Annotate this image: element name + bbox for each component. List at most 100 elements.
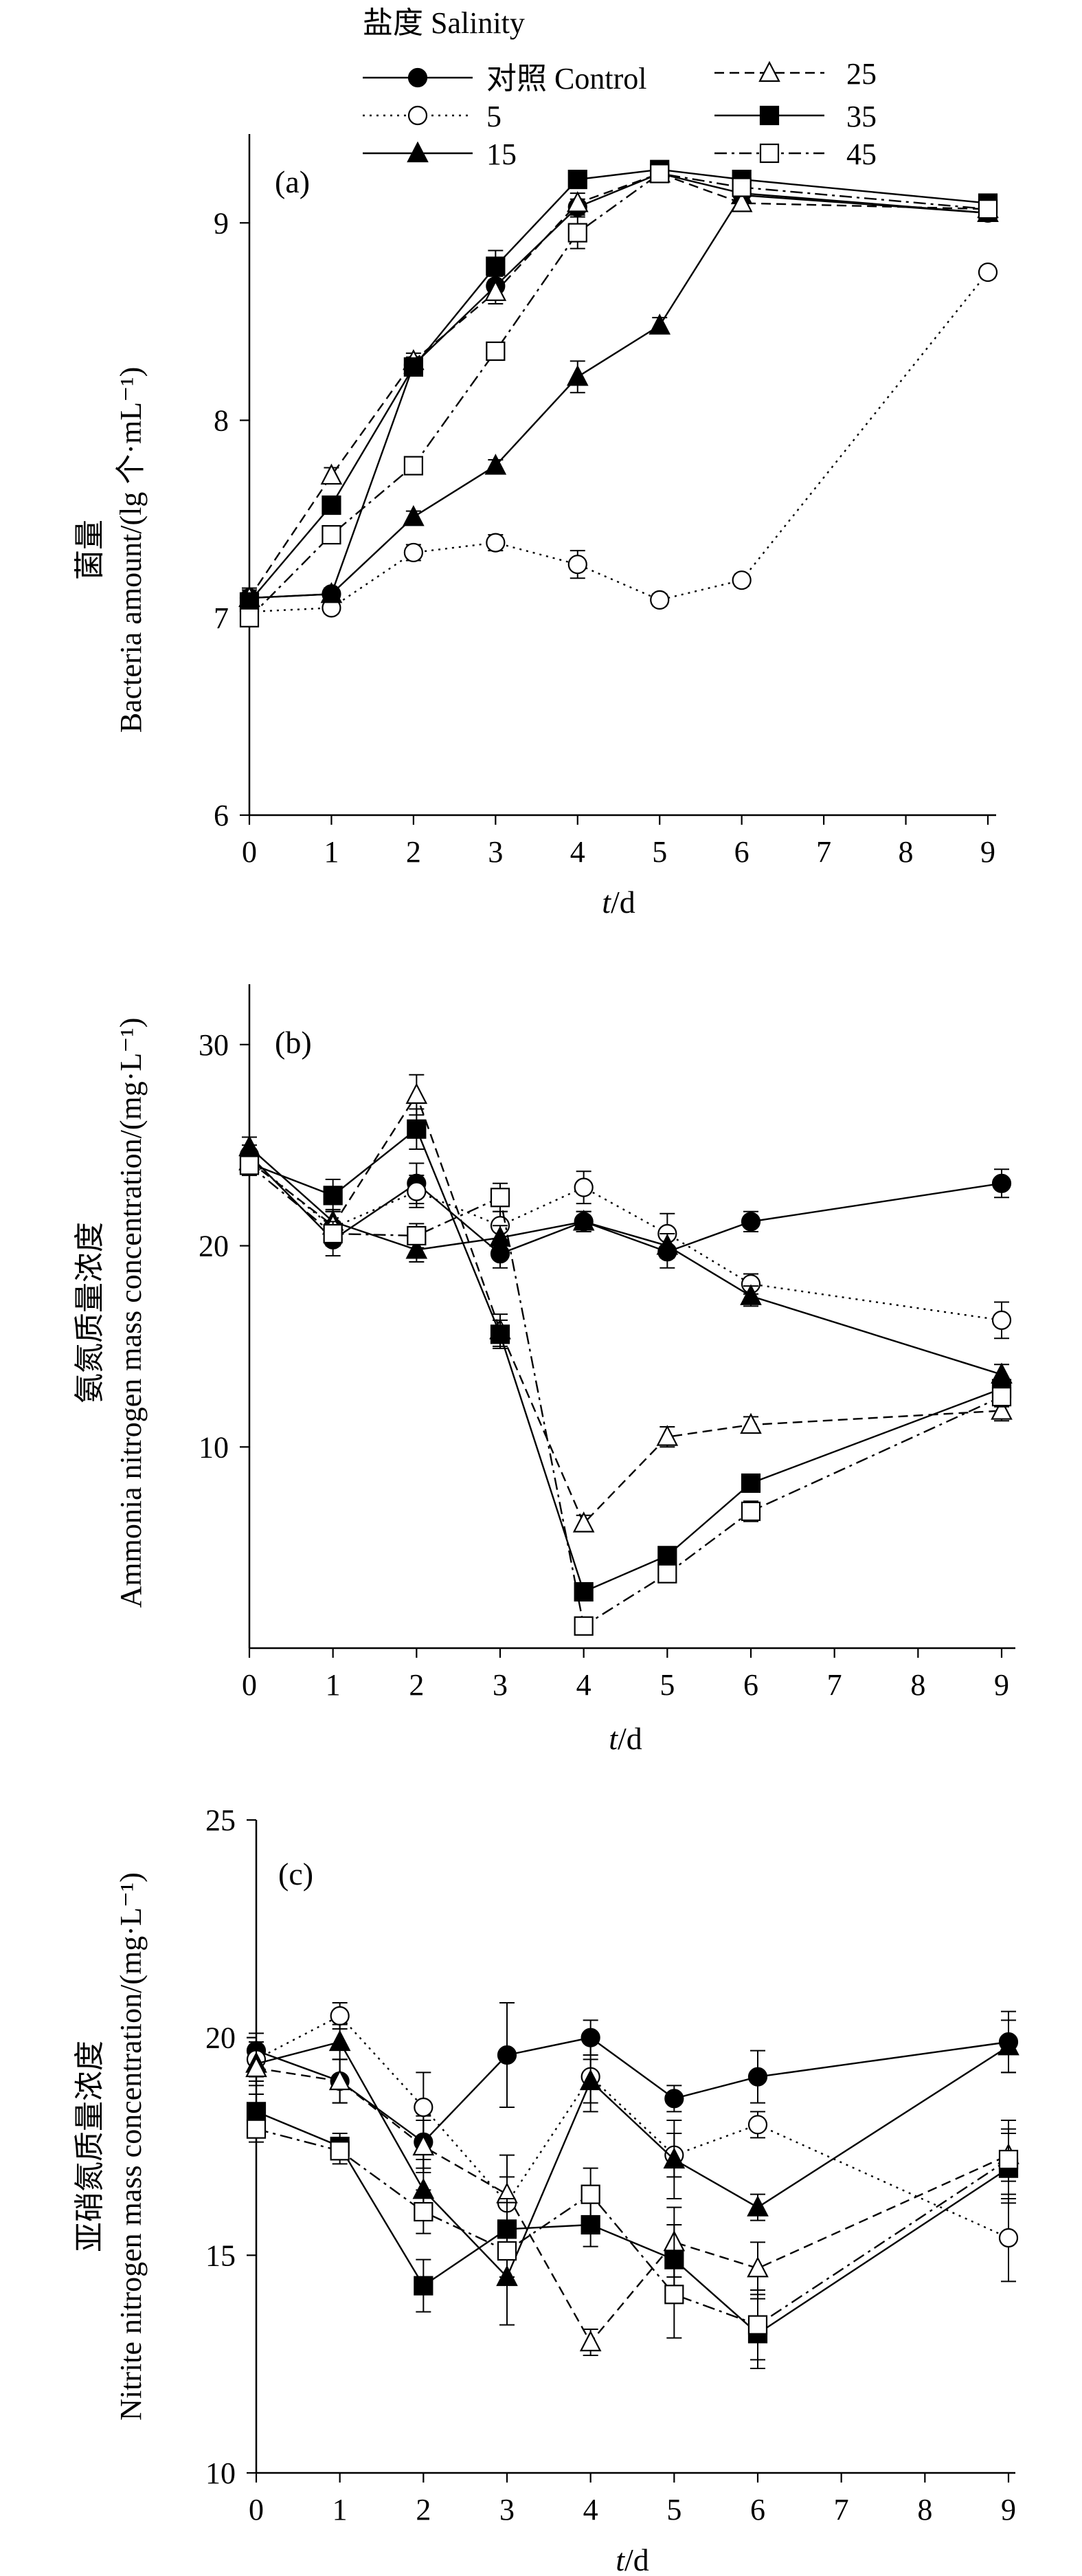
x-tick-label: 7 (834, 2493, 849, 2527)
x-tick-label: 9 (980, 835, 995, 869)
data-point-s45 (486, 341, 506, 362)
x-axis-title-unit: /d (624, 2542, 649, 2576)
data-point-s5 (747, 2115, 768, 2135)
x-tick-label: 3 (488, 835, 503, 869)
data-point-s5 (407, 1181, 427, 1201)
legend-label-s25: 25 (846, 57, 877, 91)
y-tick-label: 25 (205, 1803, 236, 1837)
y-tick-label: 10 (205, 2456, 236, 2490)
legend-marker-s5 (407, 105, 428, 126)
data-point-s15 (747, 2195, 769, 2217)
data-point-s15 (403, 504, 425, 526)
data-point-control (747, 2067, 768, 2087)
y-tick-label: 9 (214, 206, 229, 240)
data-point-s15 (328, 2030, 351, 2052)
data-point-s5 (732, 570, 752, 590)
series-control (246, 2002, 1019, 2169)
legend-label-s35: 35 (846, 100, 877, 133)
data-point-s5 (486, 533, 506, 553)
data-point-s25 (572, 1511, 595, 1533)
series-s35 (239, 159, 998, 612)
y-tick-label: 10 (199, 1430, 229, 1464)
data-point-s15 (405, 1238, 428, 1259)
x-tick-label: 5 (660, 1668, 675, 1702)
legend-label-s45: 45 (846, 137, 877, 171)
series-line-s5 (256, 2014, 1009, 2239)
data-point-s15 (649, 313, 671, 335)
y-axis-title-cn: 氨氮质量浓度 (73, 1222, 106, 1403)
data-point-s35 (490, 1324, 510, 1344)
x-tick-label: 3 (493, 1668, 508, 1702)
data-point-s5 (403, 542, 423, 563)
data-point-control (991, 1173, 1012, 1193)
series-s35 (246, 2094, 1019, 2369)
data-point-s35 (741, 1473, 761, 1494)
legend-label-s15: 15 (486, 137, 517, 171)
data-point-s45 (246, 2119, 267, 2139)
data-point-s15 (740, 1284, 762, 1305)
data-point-s15 (566, 364, 589, 386)
x-tick-label: 7 (827, 1668, 842, 1702)
x-axis-title: t/d (609, 1721, 642, 1756)
legend-marker-s25 (758, 60, 780, 82)
data-point-s45 (323, 1223, 343, 1244)
y-tick-label: 6 (214, 799, 229, 832)
x-tick-label: 0 (249, 2493, 264, 2527)
data-point-s45 (567, 223, 587, 243)
legend-label-control: 对照 Control (486, 62, 646, 96)
data-point-s45 (490, 1188, 510, 1208)
data-point-s15 (579, 2069, 602, 2091)
x-tick-label: 2 (409, 1668, 424, 1702)
panel-label: (b) (275, 1025, 312, 1060)
x-axis-title-variable: t (609, 1721, 618, 1756)
data-point-s45 (650, 164, 670, 184)
x-tick-label: 4 (583, 2493, 598, 2527)
data-point-s5 (991, 1310, 1012, 1330)
x-tick-label: 6 (743, 1668, 758, 1702)
x-tick-label: 2 (406, 835, 421, 869)
data-point-s45 (732, 177, 752, 197)
x-tick-label: 1 (326, 1668, 341, 1702)
y-tick-label: 7 (214, 601, 229, 635)
series-line-s25 (249, 1093, 1002, 1525)
data-point-s35 (414, 2276, 433, 2296)
data-point-s45 (741, 1501, 761, 1522)
series-line-s35 (249, 168, 989, 603)
legend-marker-s45 (759, 143, 780, 164)
data-point-s25 (412, 2134, 435, 2156)
data-point-s45 (239, 1155, 260, 1175)
legend-item-s45: 45 (714, 137, 877, 171)
data-point-s5 (978, 262, 998, 282)
data-point-s15 (489, 1225, 511, 1247)
x-axis-title: t/d (602, 885, 635, 920)
data-point-s5 (330, 2006, 350, 2026)
panel-label: (c) (278, 1856, 313, 1891)
data-point-s35 (567, 169, 587, 190)
x-tick-label: 3 (499, 2493, 515, 2527)
series-s25 (238, 162, 999, 608)
data-point-s25 (328, 2069, 351, 2091)
data-point-s15 (484, 454, 507, 475)
series-s5 (239, 262, 998, 623)
data-point-s25 (484, 280, 507, 301)
x-tick-label: 0 (242, 835, 257, 869)
series-line-s45 (249, 173, 989, 619)
x-tick-label: 9 (994, 1668, 1009, 1702)
legend-marker-control (407, 67, 428, 88)
y-axis-title-en: Bacteria amount/(lg 个·mL⁻¹) (114, 367, 148, 733)
x-tick-label: 2 (416, 2493, 431, 2527)
x-tick-label: 1 (333, 2493, 348, 2527)
data-point-s45 (322, 525, 341, 545)
data-point-s15 (663, 2147, 686, 2169)
data-point-s25 (747, 2256, 769, 2278)
panel-b-ammonia-nitrogen: 0 1 2 3 4 5 6 7 8 9 10 20 30 (b) t/d 氨氮质量浓度 Ammonia nitr… (73, 984, 1015, 1756)
data-point-control (497, 2045, 517, 2065)
data-point-s25 (740, 1412, 762, 1434)
data-point-s15 (320, 581, 343, 603)
data-point-s25 (730, 191, 753, 212)
series-line-s25 (256, 2067, 1009, 2344)
series-s45 (239, 1154, 1012, 1636)
y-axis-title-cn: 亚硝氮质量浓度 (73, 2041, 106, 2252)
